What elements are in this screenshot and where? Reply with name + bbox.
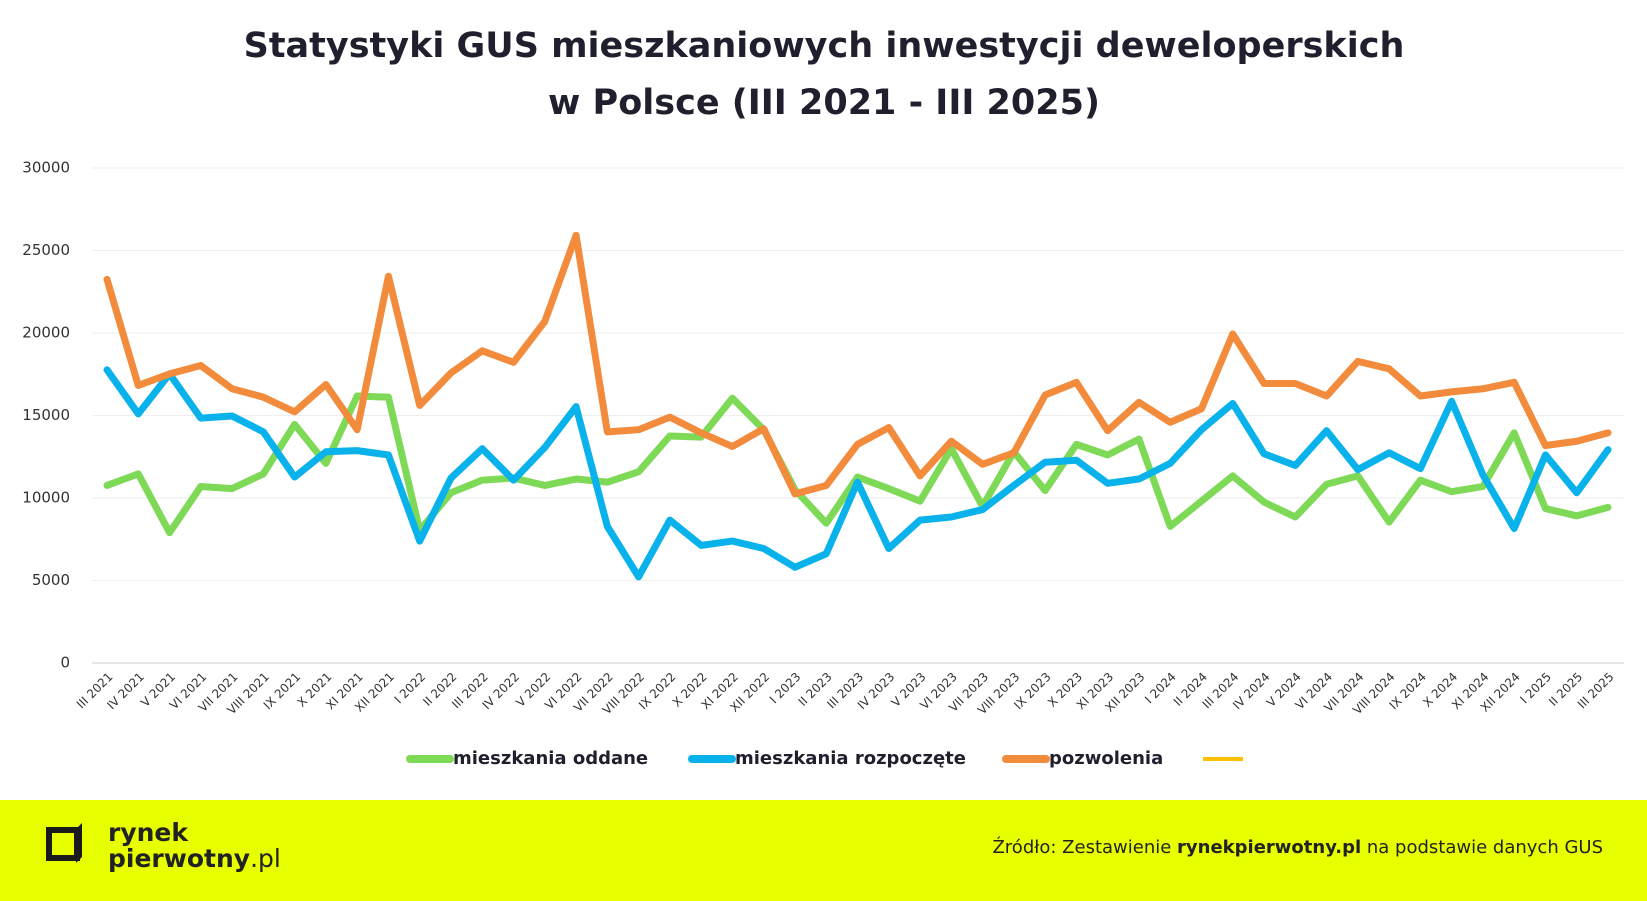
chart-title: Statystyki GUS mieszkaniowych inwestycji… xyxy=(244,26,1405,66)
y-tick-label: 20000 xyxy=(22,324,70,342)
data-line xyxy=(103,392,1612,537)
logo-text: pierwotny.pl xyxy=(108,844,281,873)
y-tick-label: 0 xyxy=(60,654,70,672)
logo-text: .pl xyxy=(250,844,281,873)
logo-icon xyxy=(76,823,82,863)
source-text: Źródło: Zestawienie xyxy=(992,836,1177,858)
y-tick-label: 10000 xyxy=(22,489,70,507)
source-text: na podstawie danych GUS xyxy=(1361,837,1603,858)
legend-label: pozwolenia xyxy=(1049,748,1163,769)
chart-title: w Polsce (III 2021 - III 2025) xyxy=(548,83,1100,123)
source-text: rynekpierwotny.pl xyxy=(1177,837,1361,858)
source-note: Źródło: Zestawienie rynekpierwotny.pl na… xyxy=(992,836,1603,858)
logo-text: pierwotny xyxy=(108,844,250,873)
logo-text: rynek xyxy=(108,818,189,847)
y-tick-label: 5000 xyxy=(32,571,70,589)
footer-band xyxy=(0,800,1647,901)
legend-label: mieszkania rozpoczęte xyxy=(735,748,966,769)
legend-label: mieszkania oddane xyxy=(453,748,648,769)
data-line xyxy=(103,366,1612,581)
y-tick-label: 15000 xyxy=(22,406,70,424)
y-tick-label: 30000 xyxy=(22,159,70,177)
y-tick-label: 25000 xyxy=(22,241,70,259)
data-line xyxy=(103,231,1612,498)
